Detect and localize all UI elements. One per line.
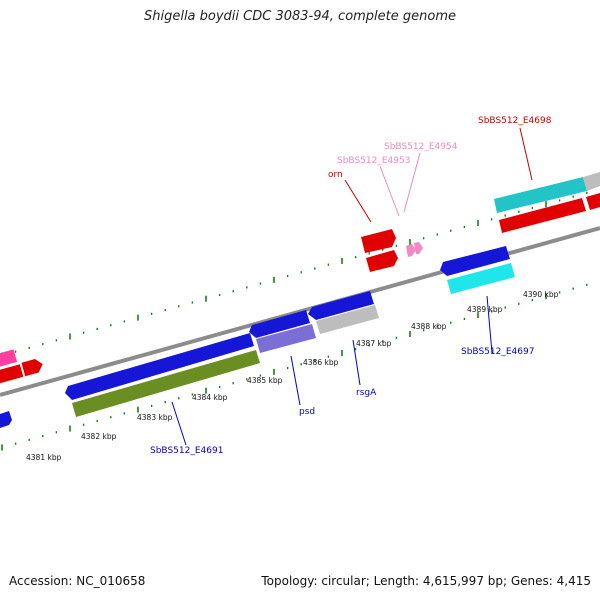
- scale-label: 4384 kbp: [192, 393, 228, 402]
- scale-label: 4383 kbp: [137, 413, 173, 422]
- genome-backbone: [0, 226, 600, 397]
- gene-features: [0, 172, 600, 428]
- gene-label-sbbs512-e4953: SbBS512_E4953: [337, 156, 410, 166]
- gene-label-rsga: rsgA: [356, 388, 377, 398]
- gene-label-sbbs512-e4954: SbBS512_E4954: [384, 142, 458, 152]
- tick-rows: [1, 191, 588, 451]
- gene-feature-blue-left[interactable]: [0, 411, 12, 428]
- gene-feature-rsga[interactable]: [308, 291, 379, 334]
- label-leaders: [171, 127, 533, 446]
- gene-feature-sbbs512-e4697[interactable]: [440, 246, 515, 294]
- accession-text: Accession: NC_010658: [9, 574, 146, 588]
- gene-feature-sbbs512-e4698[interactable]: [494, 172, 600, 233]
- scale-label: 4385 kbp: [247, 376, 283, 385]
- scale-label: 4390 kbp: [523, 290, 559, 299]
- gene-label-orn: orn: [328, 170, 343, 180]
- gene-label-sbbs512-e4698: SbBS512_E4698: [478, 116, 552, 126]
- gene-feature-psd[interactable]: [249, 310, 316, 353]
- gene-label-sbbs512-e4697: SbBS512_E4697: [461, 347, 534, 357]
- scale-label: 4389 kbp: [467, 305, 503, 314]
- gene-label-sbbs512-e4691: SbBS512_E4691: [150, 446, 223, 456]
- scale-label: 4381 kbp: [26, 453, 62, 462]
- gene-feature-pink[interactable]: [0, 349, 18, 376]
- gene-label-psd: psd: [299, 407, 315, 417]
- scale-label: 4387 kbp: [356, 339, 392, 348]
- genome-stats-text: Topology: circular; Length: 4,615,997 bp…: [261, 574, 591, 588]
- gene-feature-sbbs512-e4953-e4954[interactable]: [406, 242, 423, 257]
- gene-feature-red[interactable]: [0, 364, 24, 391]
- scale-label: 4386 kbp: [303, 358, 339, 367]
- gene-feature-orn[interactable]: [361, 229, 398, 272]
- scale-label: 4388 kbp: [411, 322, 447, 331]
- scale-labels: 4381 kbp 4382 kbp 4383 kbp 4384 kbp 4385 kbp…: [26, 290, 559, 462]
- scale-label: 4382 kbp: [81, 432, 117, 441]
- map-title: Shigella boydii CDC 3083-94, complete ge…: [143, 9, 457, 24]
- gene-feature-sbbs512-e4691[interactable]: [65, 333, 260, 417]
- gene-feature-red-small[interactable]: [21, 357, 44, 377]
